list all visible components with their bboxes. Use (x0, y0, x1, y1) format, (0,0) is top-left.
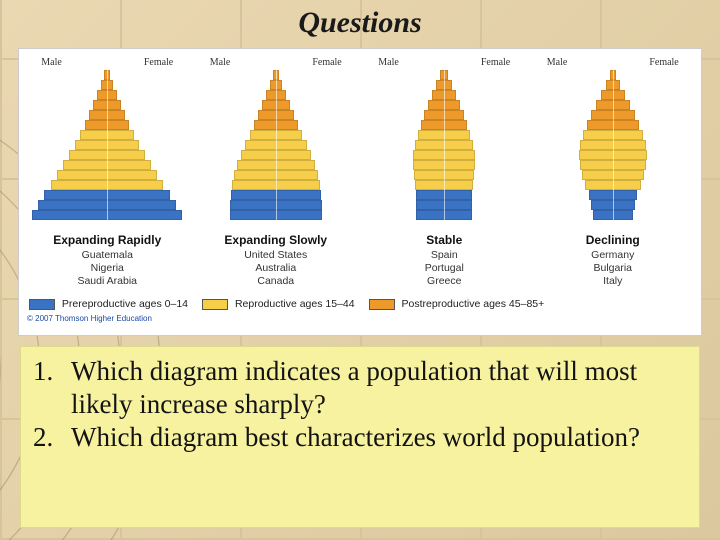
female-label: Female (312, 57, 341, 68)
question-2-text: Which diagram best characterizes world p… (71, 421, 685, 454)
questions-box: 1. Which diagram indicates a population … (20, 346, 700, 528)
legend: Prereproductive ages 0–14 Reproductive a… (19, 288, 701, 312)
question-1-text: Which diagram indicates a population tha… (71, 355, 685, 421)
pyramid-chart (369, 70, 519, 220)
page-title: Questions (0, 0, 720, 40)
pyramid-chart (32, 70, 182, 220)
male-label: Male (547, 57, 568, 68)
pyramid-title: Declining (533, 233, 693, 247)
legend-item-pre: Prereproductive ages 0–14 (29, 298, 188, 310)
legend-label-rep: Reproductive ages 15–44 (235, 298, 355, 310)
pyramid-row: Male Female Male Female Male Female Male Female (19, 49, 701, 229)
pyramid-label-0: Expanding Rapidly GuatemalaNigeriaSaudi A… (27, 233, 187, 288)
gender-labels: Male Female (533, 57, 693, 70)
pyramid-title: Expanding Slowly (196, 233, 356, 247)
pyramid-countries: GuatemalaNigeriaSaudi Arabia (27, 249, 187, 288)
question-1: 1. Which diagram indicates a population … (33, 355, 685, 421)
legend-label-pre: Prereproductive ages 0–14 (62, 298, 188, 310)
pyramid-axis (276, 70, 277, 220)
pyramid-axis (613, 70, 614, 220)
question-1-number: 1. (33, 355, 71, 421)
pyramid-0: Male Female (27, 57, 187, 229)
pyramid-countries: GermanyBulgariaItaly (533, 249, 693, 288)
pyramid-chart (538, 70, 688, 220)
female-label: Female (144, 57, 173, 68)
pyramid-labels-row: Expanding Rapidly GuatemalaNigeriaSaudi A… (19, 229, 701, 288)
pyramid-countries: SpainPortugalGreece (364, 249, 524, 288)
pyramid-axis (107, 70, 108, 220)
swatch-rep (202, 299, 228, 310)
legend-label-post: Postreproductive ages 45–85+ (402, 298, 545, 310)
male-label: Male (41, 57, 62, 68)
copyright: © 2007 Thomson Higher Education (19, 312, 701, 323)
question-2: 2. Which diagram best characterizes worl… (33, 421, 685, 454)
gender-labels: Male Female (364, 57, 524, 70)
swatch-post (369, 299, 395, 310)
population-pyramids-panel: Male Female Male Female Male Female Male Female… (18, 48, 702, 336)
legend-item-rep: Reproductive ages 15–44 (202, 298, 355, 310)
male-label: Male (210, 57, 231, 68)
pyramid-chart (201, 70, 351, 220)
pyramid-axis (444, 70, 445, 220)
pyramid-title: Expanding Rapidly (27, 233, 187, 247)
pyramid-label-3: Declining GermanyBulgariaItaly (533, 233, 693, 288)
pyramid-2: Male Female (364, 57, 524, 229)
pyramid-label-2: Stable SpainPortugalGreece (364, 233, 524, 288)
pyramid-label-1: Expanding Slowly United StatesAustraliaCa… (196, 233, 356, 288)
male-label: Male (378, 57, 399, 68)
gender-labels: Male Female (27, 57, 187, 70)
pyramid-countries: United StatesAustraliaCanada (196, 249, 356, 288)
pyramid-1: Male Female (196, 57, 356, 229)
gender-labels: Male Female (196, 57, 356, 70)
female-label: Female (481, 57, 510, 68)
pyramid-3: Male Female (533, 57, 693, 229)
swatch-pre (29, 299, 55, 310)
question-2-number: 2. (33, 421, 71, 454)
female-label: Female (649, 57, 678, 68)
legend-item-post: Postreproductive ages 45–85+ (369, 298, 545, 310)
pyramid-title: Stable (364, 233, 524, 247)
